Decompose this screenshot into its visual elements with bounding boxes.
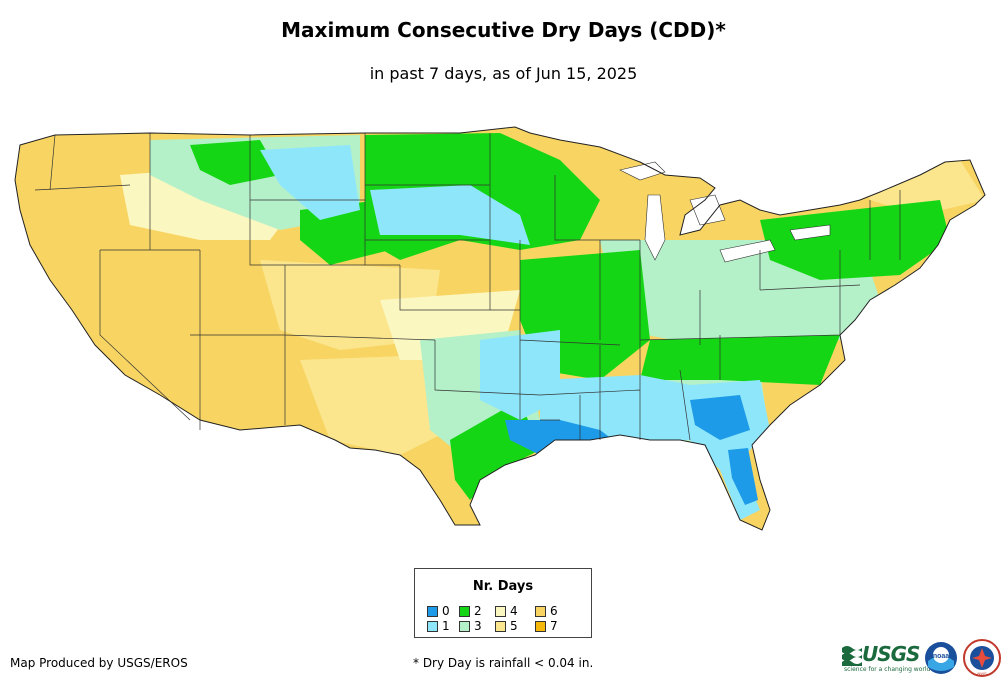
usgs-tagline: science for a changing world	[844, 666, 931, 673]
legend-swatch	[535, 606, 546, 617]
legend-swatch	[459, 621, 470, 632]
map-title: Maximum Consecutive Dry Days (CDD)*	[281, 18, 726, 42]
legend-swatch	[495, 621, 506, 632]
noaa-label: noaa	[933, 653, 949, 660]
dry-day-note: * Dry Day is rainfall < 0.04 in.	[413, 656, 594, 670]
legend-label: 4	[510, 604, 518, 618]
legend-item-5: 5	[495, 620, 518, 632]
legend-item-2: 2	[459, 605, 482, 617]
noaa-logo: noaa	[925, 642, 957, 674]
legend-label: 6	[550, 604, 558, 618]
usgs-logo: USGS science for a changing world	[842, 642, 930, 674]
nws-label: NWS	[977, 671, 987, 676]
legend-label: 2	[474, 604, 482, 618]
legend-item-0: 0	[427, 605, 450, 617]
legend-swatch	[495, 606, 506, 617]
credit-text: Map Produced by USGS/EROS	[10, 656, 188, 670]
legend-swatch	[535, 621, 546, 632]
usgs-wave-icon	[842, 646, 862, 666]
legend-item-7: 7	[535, 620, 558, 632]
legend-swatch	[459, 606, 470, 617]
legend-label: 7	[550, 619, 558, 633]
legend-item-6: 6	[535, 605, 558, 617]
legend-label: 3	[474, 619, 482, 633]
legend-item-4: 4	[495, 605, 518, 617]
nws-logo: NWS	[963, 639, 1001, 677]
usgs-wordmark: USGS	[862, 642, 920, 666]
legend-swatch	[427, 621, 438, 632]
legend-item-1: 1	[427, 620, 450, 632]
map-subtitle: in past 7 days, as of Jun 15, 2025	[369, 64, 638, 83]
legend-label: 5	[510, 619, 518, 633]
legend-label: 0	[442, 604, 450, 618]
legend-item-3: 3	[459, 620, 482, 632]
legend-swatch	[427, 606, 438, 617]
cdd-map	[14, 126, 986, 531]
legend-title: Nr. Days	[472, 579, 534, 594]
legend-label: 1	[442, 619, 450, 633]
